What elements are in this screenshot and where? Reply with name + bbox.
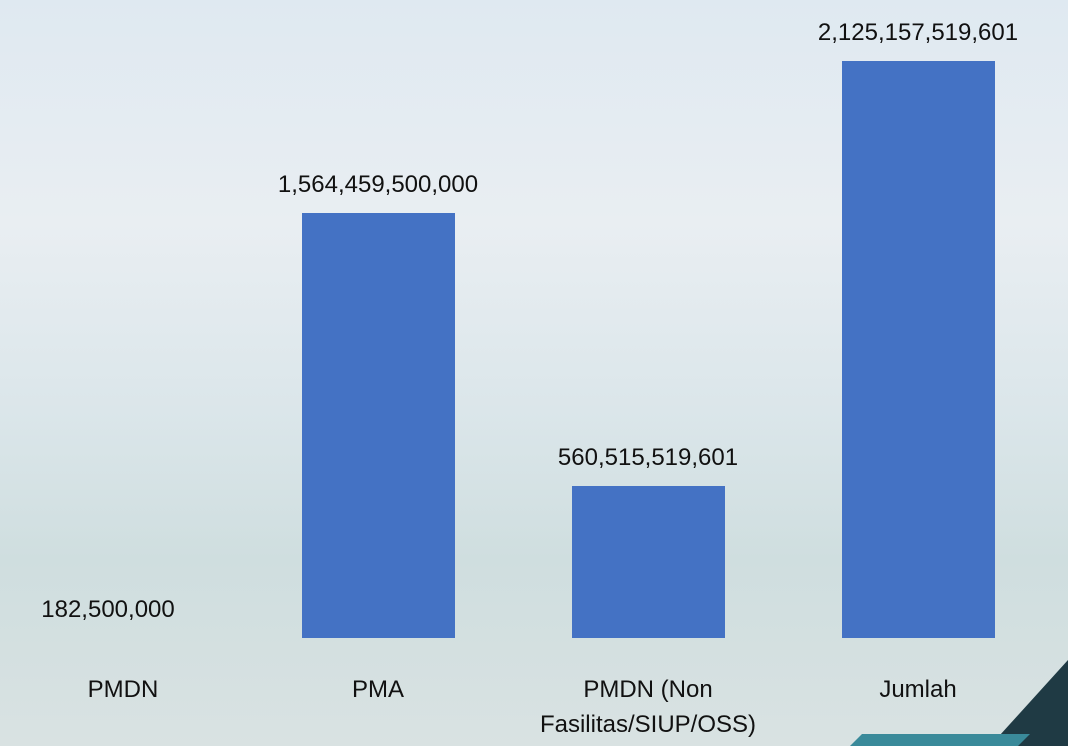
value-label: 2,125,157,519,601 [818, 19, 1018, 47]
bar [302, 213, 455, 638]
category-label: PMA [263, 672, 493, 707]
chart: 182,500,000 PMDN 1,564,459,500,000 PMA 560,5… [0, 0, 1068, 746]
value-label: 1,564,459,500,000 [278, 171, 478, 199]
corner-stripe [850, 734, 1030, 746]
value-label: 560,515,519,601 [558, 444, 738, 472]
category-label: Jumlah [803, 672, 1033, 707]
bar [572, 486, 725, 638]
category-label: PMDN (Non Fasilitas/SIUP/OSS) [533, 672, 763, 742]
category-label: PMDN [8, 672, 238, 707]
bar [842, 61, 995, 638]
value-label: 182,500,000 [41, 596, 174, 624]
